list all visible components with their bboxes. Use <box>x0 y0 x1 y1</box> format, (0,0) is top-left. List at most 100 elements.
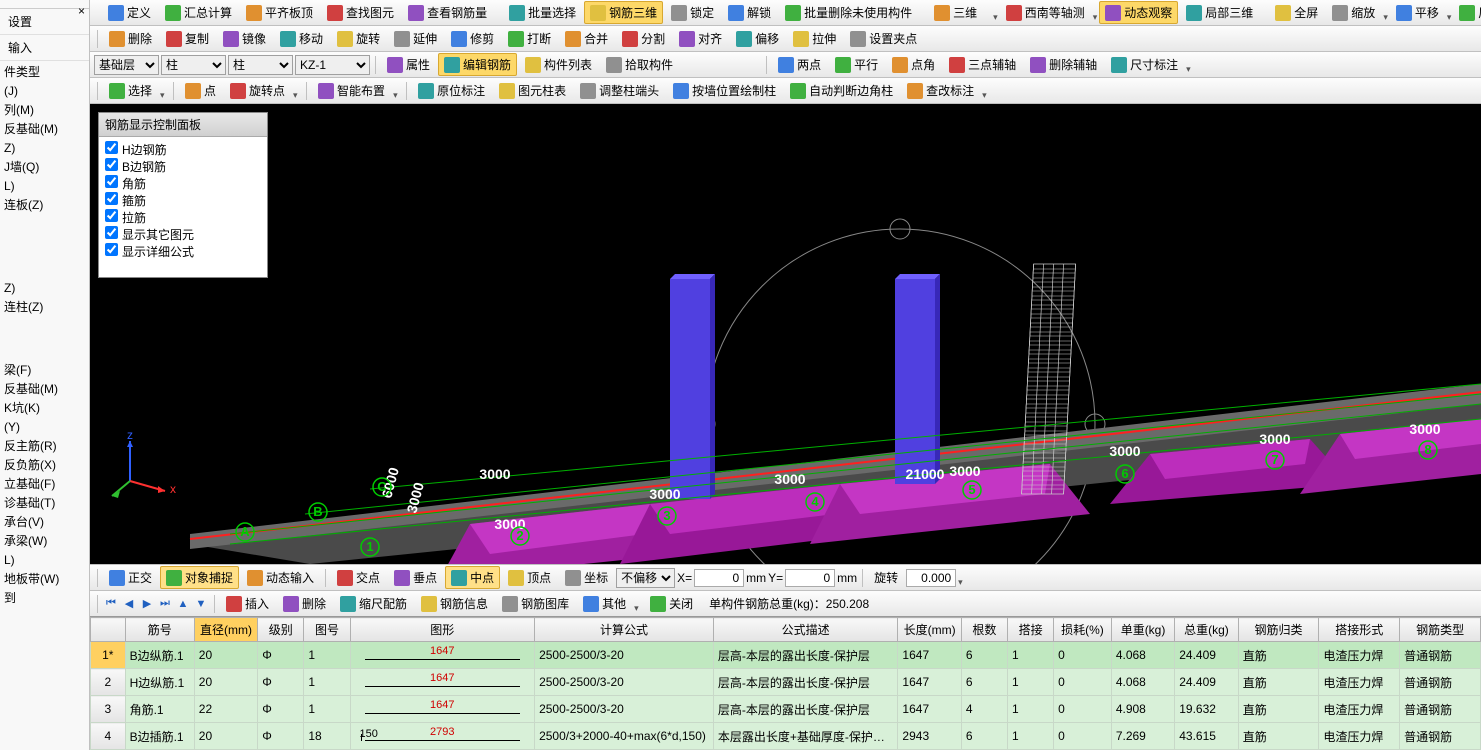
cell[interactable]: 普通钢筋 <box>1400 669 1481 696</box>
tree-item[interactable]: 列(M) <box>4 101 85 120</box>
tree-item[interactable]: K坑(K) <box>4 399 85 418</box>
rebar-table[interactable]: 筋号直径(mm)级别图号图形计算公式公式描述长度(mm)根数搭接损耗(%)单重(… <box>90 616 1481 750</box>
col-11[interactable]: 损耗(%) <box>1054 618 1112 642</box>
snap-中点[interactable]: 中点 <box>445 566 500 589</box>
col-12[interactable]: 单重(kg) <box>1111 618 1174 642</box>
tb-图元柱表[interactable]: 图元柱表 <box>493 79 572 102</box>
snap-交点[interactable]: 交点 <box>331 566 386 589</box>
cell[interactable]: 20 <box>194 669 257 696</box>
cell[interactable]: 电渣压力焊 <box>1319 669 1400 696</box>
tb-打断[interactable]: 打断 <box>502 27 557 50</box>
cell[interactable]: 7.269 <box>1111 723 1174 750</box>
cell[interactable]: 2500-2500/3-20 <box>535 669 714 696</box>
col-5[interactable]: 图形 <box>350 618 535 642</box>
tb-钢筋信息[interactable]: 钢筋信息 <box>415 592 494 615</box>
nav-btn[interactable]: ◀ <box>121 596 137 612</box>
cell[interactable]: 1 <box>304 669 350 696</box>
cell[interactable]: 0 <box>1054 723 1112 750</box>
tb-分割[interactable]: 分割 <box>616 27 671 50</box>
tb-延伸[interactable]: 延伸 <box>388 27 443 50</box>
tree-item[interactable]: 梁(F) <box>4 361 85 380</box>
tb-汇总计算[interactable]: 汇总计算 <box>159 1 238 24</box>
tb-关闭[interactable]: 关闭 <box>644 592 699 615</box>
tree-item[interactable]: 反负筋(X) <box>4 456 85 475</box>
tb-对齐[interactable]: 对齐 <box>673 27 728 50</box>
tb-删除辅轴[interactable]: 删除辅轴 <box>1024 53 1103 76</box>
cell[interactable]: 4.068 <box>1111 642 1174 669</box>
tb-点角[interactable]: 点角 <box>886 53 941 76</box>
col-9[interactable]: 根数 <box>961 618 1007 642</box>
close-icon[interactable]: × <box>78 4 85 18</box>
chk-B边钢筋[interactable]: B边钢筋 <box>105 158 261 175</box>
col-16[interactable]: 钢筋类型 <box>1400 618 1481 642</box>
col-14[interactable]: 钢筋归类 <box>1238 618 1319 642</box>
tb-旋转点[interactable]: 旋转点 <box>224 79 291 102</box>
tb-三点辅轴[interactable]: 三点辅轴 <box>943 53 1022 76</box>
tb-移动[interactable]: 移动 <box>274 27 329 50</box>
tb-属性[interactable]: 属性 <box>381 53 436 76</box>
cell[interactable]: Φ <box>258 642 304 669</box>
tb-修剪[interactable]: 修剪 <box>445 27 500 50</box>
nav-btn[interactable]: ▲ <box>175 596 191 612</box>
tb-平齐板顶[interactable]: 平齐板顶 <box>240 1 319 24</box>
col-4[interactable]: 图号 <box>304 618 350 642</box>
snap-正交[interactable]: 正交 <box>103 566 158 589</box>
cell[interactable]: 19.632 <box>1175 696 1238 723</box>
col-7[interactable]: 公式描述 <box>713 618 898 642</box>
tree-item[interactable]: 连柱(Z) <box>4 298 85 317</box>
cell-shape[interactable]: 1647 <box>350 696 535 723</box>
snap-对象捕捉[interactable]: 对象捕捉 <box>160 566 239 589</box>
tree-item[interactable]: Z) <box>4 139 85 158</box>
tree-item[interactable]: 承梁(W) <box>4 532 85 551</box>
cell[interactable]: 18 <box>304 723 350 750</box>
rebar-display-panel[interactable]: 钢筋显示控制面板 H边钢筋B边钢筋角筋箍筋拉筋显示其它图元显示详细公式 <box>98 112 268 278</box>
cell[interactable]: 角筋.1 <box>125 696 194 723</box>
cell[interactable]: 6 <box>961 642 1007 669</box>
tb-智能布置[interactable]: 智能布置 <box>312 79 391 102</box>
tb-删除[interactable]: 删除 <box>103 27 158 50</box>
tb-缩放[interactable]: 缩放 <box>1326 1 1381 24</box>
tb-缩尺配筋[interactable]: 缩尺配筋 <box>334 592 413 615</box>
tb-删除[interactable]: 删除 <box>277 592 332 615</box>
cell[interactable]: 2500/3+2000-40+max(6*d,150) <box>535 723 714 750</box>
cell[interactable]: 0 <box>1054 642 1112 669</box>
cell-shape[interactable]: 1647 <box>350 669 535 696</box>
cell[interactable]: 1647 <box>898 669 961 696</box>
tree-item[interactable]: 诊基础(T) <box>4 494 85 513</box>
cell[interactable]: 直筋 <box>1238 642 1319 669</box>
col-13[interactable]: 总重(kg) <box>1175 618 1238 642</box>
cell[interactable]: 24.409 <box>1175 669 1238 696</box>
chk-拉筋[interactable]: 拉筋 <box>105 209 261 226</box>
cell[interactable]: 1 <box>1008 669 1054 696</box>
sel-1[interactable]: 柱 <box>161 55 226 75</box>
tb-查改标注[interactable]: 查改标注 <box>901 79 980 102</box>
cell[interactable]: Φ <box>258 669 304 696</box>
col-15[interactable]: 搭接形式 <box>1319 618 1400 642</box>
tb-三维[interactable]: 三维 <box>928 1 983 24</box>
col-2[interactable]: 直径(mm) <box>194 618 257 642</box>
cell[interactable]: 1 <box>1008 642 1054 669</box>
snap-顶点[interactable]: 顶点 <box>502 566 557 589</box>
cell[interactable]: 层高-本层的露出长度-保护层 <box>713 642 898 669</box>
cell[interactable]: B边插筋.1 <box>125 723 194 750</box>
tb-自动判断边角柱[interactable]: 自动判断边角柱 <box>784 79 899 102</box>
tb-钢筋三维[interactable]: 钢筋三维 <box>584 1 663 24</box>
tb-动态观察[interactable]: 动态观察 <box>1099 1 1178 24</box>
cell[interactable]: 0 <box>1054 669 1112 696</box>
tree-item[interactable]: 反基础(M) <box>4 120 85 139</box>
cell[interactable]: Φ <box>258 696 304 723</box>
tb-解锁[interactable]: 解锁 <box>722 1 777 24</box>
cell[interactable]: 24.409 <box>1175 642 1238 669</box>
sel-2[interactable]: 柱 <box>228 55 293 75</box>
tb-原位标注[interactable]: 原位标注 <box>412 79 491 102</box>
row-num[interactable]: 1* <box>91 642 126 669</box>
cell[interactable]: 电渣压力焊 <box>1319 642 1400 669</box>
cell[interactable]: 1647 <box>898 696 961 723</box>
tb-拾取构件[interactable]: 拾取构件 <box>600 53 679 76</box>
row-num[interactable]: 3 <box>91 696 126 723</box>
tb-合并[interactable]: 合并 <box>559 27 614 50</box>
col-6[interactable]: 计算公式 <box>535 618 714 642</box>
cell[interactable]: 普通钢筋 <box>1400 642 1481 669</box>
chk-显示其它图元[interactable]: 显示其它图元 <box>105 226 261 243</box>
cell[interactable]: 1 <box>1008 723 1054 750</box>
